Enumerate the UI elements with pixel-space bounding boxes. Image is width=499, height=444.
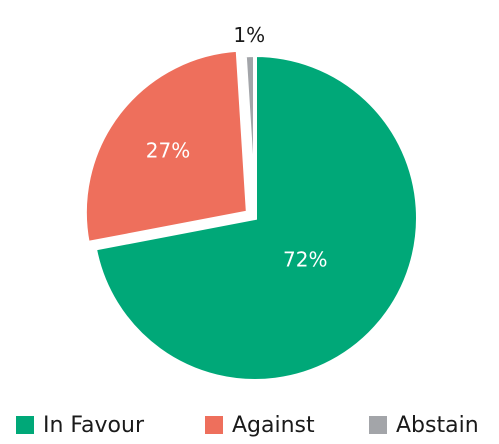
slice-label-in-favour: 72% (283, 248, 327, 272)
legend: In Favour Against Abstain (16, 413, 479, 438)
legend-swatch-abstain (369, 416, 387, 434)
slice-labels: 72% 27% 1% (146, 23, 328, 271)
legend-label-against: Against (232, 413, 315, 438)
legend-item-abstain: Abstain (369, 413, 479, 438)
legend-label-in-favour: In Favour (43, 413, 145, 438)
slice-label-abstain: 1% (233, 23, 265, 47)
pie-slice-against (82, 47, 250, 246)
pie-slices (82, 47, 420, 383)
pie-slice-abstain (242, 52, 257, 219)
legend-label-abstain: Abstain (396, 413, 479, 438)
legend-swatch-against (205, 416, 223, 434)
legend-item-against: Against (205, 413, 315, 438)
legend-item-in-favour: In Favour (16, 413, 145, 438)
legend-swatch-in-favour (16, 416, 34, 434)
slice-label-against: 27% (146, 139, 190, 163)
